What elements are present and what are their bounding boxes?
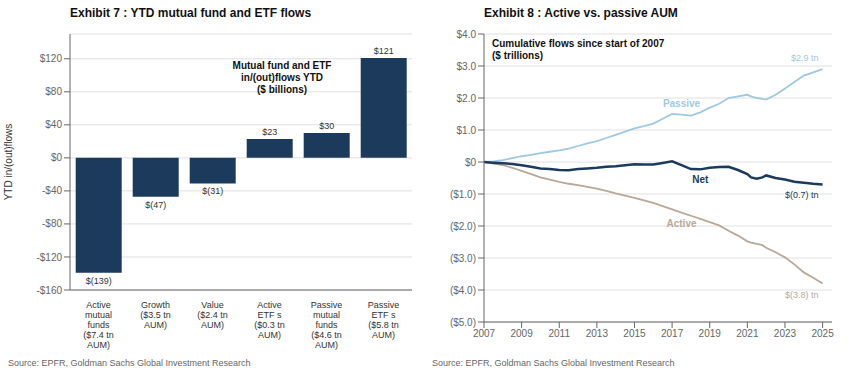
svg-text:($5.0): ($5.0) bbox=[450, 317, 476, 328]
svg-text:Active: Active bbox=[667, 218, 697, 229]
svg-text:2015: 2015 bbox=[623, 328, 646, 339]
svg-text:$0: $0 bbox=[51, 152, 63, 163]
svg-text:2017: 2017 bbox=[661, 328, 684, 339]
html-text:Source: EPFR, Goldman Sachs Gl: Source: EPFR, Goldman Sachs Global Inves… bbox=[8, 358, 251, 368]
html-text:($ billions): ($ billions) bbox=[257, 83, 307, 95]
svg-text:$4.0: $4.0 bbox=[457, 29, 477, 40]
html-text:Source: EPFR, Goldman Sachs Gl: Source: EPFR, Goldman Sachs Global Inves… bbox=[432, 358, 675, 368]
svg-text:$(139): $(139) bbox=[86, 276, 112, 286]
svg-text:Activemutualfunds($7.4 tnAUM): Activemutualfunds($7.4 tnAUM) bbox=[83, 300, 114, 350]
svg-text:-$120: -$120 bbox=[36, 252, 62, 263]
svg-text:ActiveETF s($0.3 tnAUM): ActiveETF s($0.3 tnAUM) bbox=[254, 300, 285, 340]
svg-text:$40: $40 bbox=[45, 119, 62, 130]
html-text:Exhibit 8 : Active vs. passive: Exhibit 8 : Active vs. passive AUM bbox=[484, 6, 678, 20]
svg-text:2025: 2025 bbox=[811, 328, 834, 339]
html-text:Cumulative flows since start o: Cumulative flows since start of 2007 bbox=[492, 38, 665, 49]
svg-text:$80: $80 bbox=[45, 86, 62, 97]
svg-text:$(31): $(31) bbox=[202, 186, 223, 196]
svg-text:($3.0): ($3.0) bbox=[450, 253, 476, 264]
svg-text:$2.0: $2.0 bbox=[457, 93, 477, 104]
svg-text:2021: 2021 bbox=[736, 328, 759, 339]
svg-text:Passive: Passive bbox=[663, 98, 701, 109]
html-text:($ trillions): ($ trillions) bbox=[492, 50, 544, 61]
html-text:Mutual fund and ETF: Mutual fund and ETF bbox=[232, 59, 332, 71]
svg-text:Value($2.4 tnAUM): Value($2.4 tnAUM) bbox=[197, 300, 228, 330]
svg-text:YTD in/(out)flows: YTD in/(out)flows bbox=[8, 124, 14, 201]
svg-text:2007: 2007 bbox=[473, 328, 496, 339]
svg-text:2011: 2011 bbox=[548, 328, 570, 339]
svg-text:$30: $30 bbox=[319, 121, 334, 131]
svg-text:$1.0: $1.0 bbox=[457, 125, 477, 136]
svg-text:$23: $23 bbox=[262, 127, 277, 137]
svg-text:2019: 2019 bbox=[699, 328, 722, 339]
svg-text:-$80: -$80 bbox=[42, 218, 62, 229]
svg-text:Net: Net bbox=[692, 174, 709, 185]
svg-text:Passivemutualfunds($4.6 tnAUM): Passivemutualfunds($4.6 tnAUM) bbox=[311, 300, 343, 350]
svg-text:-$160: -$160 bbox=[36, 285, 62, 296]
svg-text:-$40: -$40 bbox=[42, 185, 62, 196]
svg-text:2009: 2009 bbox=[510, 328, 533, 339]
svg-text:$0: $0 bbox=[465, 157, 477, 168]
svg-text:PassiveETF s($5.8 tnAUM): PassiveETF s($5.8 tnAUM) bbox=[368, 300, 400, 340]
svg-text:2023: 2023 bbox=[774, 328, 797, 339]
svg-text:$3.0: $3.0 bbox=[457, 61, 477, 72]
svg-text:$120: $120 bbox=[40, 53, 63, 64]
svg-text:$121: $121 bbox=[374, 46, 394, 56]
svg-text:$(3.8) tn: $(3.8) tn bbox=[785, 290, 819, 300]
svg-text:$2.9 tn: $2.9 tn bbox=[791, 53, 819, 63]
html-text:in/(out)flows YTD: in/(out)flows YTD bbox=[241, 71, 323, 83]
svg-text:$(47): $(47) bbox=[145, 200, 166, 210]
html-text:Exhibit 7 : YTD mutual fund an: Exhibit 7 : YTD mutual fund and ETF flow… bbox=[70, 6, 312, 20]
svg-text:($4.0): ($4.0) bbox=[450, 285, 476, 296]
svg-text:($2.0): ($2.0) bbox=[450, 221, 476, 232]
svg-text:$(0.7) tn: $(0.7) tn bbox=[785, 190, 819, 200]
svg-text:2013: 2013 bbox=[586, 328, 609, 339]
svg-text:($1.0): ($1.0) bbox=[450, 189, 476, 200]
svg-text:Growth($3.5 tnAUM): Growth($3.5 tnAUM) bbox=[140, 300, 171, 330]
